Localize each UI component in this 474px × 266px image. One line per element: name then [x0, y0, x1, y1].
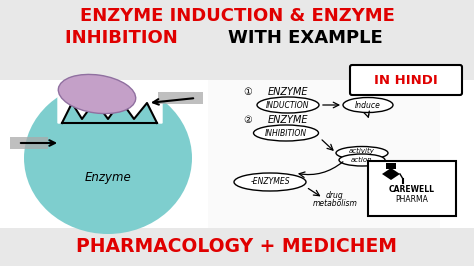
FancyBboxPatch shape	[350, 65, 462, 95]
Text: INDUCTION: INDUCTION	[266, 101, 310, 110]
Text: activity: activity	[349, 148, 375, 154]
Ellipse shape	[257, 97, 319, 113]
Text: INHIBITION: INHIBITION	[265, 128, 307, 138]
Text: INHIBITION: INHIBITION	[65, 29, 184, 47]
Text: action: action	[351, 157, 373, 163]
Text: metabolism: metabolism	[312, 200, 357, 209]
Bar	[158, 92, 203, 104]
Text: WITH EXAMPLE: WITH EXAMPLE	[228, 29, 383, 47]
Bar	[0, 0, 474, 80]
Bar	[368, 161, 456, 216]
Ellipse shape	[234, 173, 306, 191]
Text: PHARMA: PHARMA	[396, 194, 428, 203]
Ellipse shape	[254, 125, 319, 141]
Bar	[386, 163, 396, 169]
Text: PHARMACOLOGY + MEDICHEM: PHARMACOLOGY + MEDICHEM	[76, 238, 398, 256]
Text: ENZYME: ENZYME	[268, 115, 308, 125]
Polygon shape	[58, 81, 162, 123]
Ellipse shape	[339, 154, 385, 166]
Text: -ENZYMES: -ENZYMES	[250, 177, 290, 186]
Text: CAREWELL: CAREWELL	[389, 185, 435, 194]
Bar	[0, 80, 474, 228]
Text: Induce: Induce	[355, 101, 381, 110]
Text: drug: drug	[326, 190, 344, 200]
Text: Enzyme: Enzyme	[85, 172, 131, 185]
Ellipse shape	[343, 98, 393, 113]
Text: ENZYME INDUCTION & ENZYME: ENZYME INDUCTION & ENZYME	[80, 7, 394, 25]
Ellipse shape	[336, 147, 388, 160]
Bar	[208, 80, 440, 228]
Polygon shape	[382, 168, 400, 180]
Ellipse shape	[24, 82, 192, 234]
Text: ②: ②	[244, 115, 252, 125]
Text: ENZYME: ENZYME	[268, 87, 308, 97]
Bar	[10, 137, 48, 149]
Bar	[0, 228, 474, 266]
Text: ①: ①	[244, 87, 252, 97]
Ellipse shape	[58, 74, 136, 114]
Text: IN HINDI: IN HINDI	[374, 73, 438, 86]
